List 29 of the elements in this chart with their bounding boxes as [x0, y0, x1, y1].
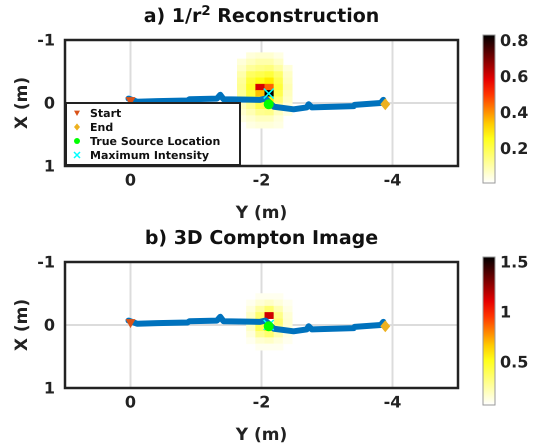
color-bar-label: 0.5	[500, 352, 528, 372]
color-bar-label: 1.5	[500, 252, 528, 272]
y-tick-label: 1	[44, 156, 55, 176]
x-tick-label: -4	[384, 170, 402, 190]
y-tick-label: 0	[44, 316, 55, 335]
x-axis-title: Y (m)	[234, 425, 288, 445]
color-bar-label: 0.6	[500, 67, 528, 86]
chart-title: b) 3D Compton Image	[144, 227, 378, 249]
x-tick-label: -4	[384, 392, 402, 412]
legend-label: True Source Location	[90, 134, 220, 148]
y-tick-label: 1	[44, 378, 55, 398]
x-tick-label: -2	[252, 392, 270, 412]
legend-label: Start	[90, 106, 122, 120]
x-axis-title: Y (m)	[234, 203, 288, 223]
y-tick-label: 0	[44, 94, 55, 113]
legend-label: End	[90, 120, 114, 134]
color-bar-label: 0.8	[500, 30, 528, 50]
legend-label: Maximum Intensity	[90, 148, 210, 162]
y-axis-title: X (m)	[12, 298, 32, 352]
y-tick-label: -1	[37, 252, 55, 272]
x-tick-label: 0	[124, 170, 136, 190]
y-axis-title: X (m)	[12, 76, 32, 130]
x-tick-label: -2	[252, 170, 270, 190]
color-bar-label: 0.2	[500, 139, 528, 158]
chart-title: a) 1/r$^{2}$ Reconstruction	[144, 4, 380, 27]
y-tick-label: -1	[37, 30, 55, 50]
color-bar-label: 1	[500, 302, 512, 322]
x-tick-label: 0	[124, 392, 136, 412]
color-bar-label: 0.4	[500, 103, 528, 122]
